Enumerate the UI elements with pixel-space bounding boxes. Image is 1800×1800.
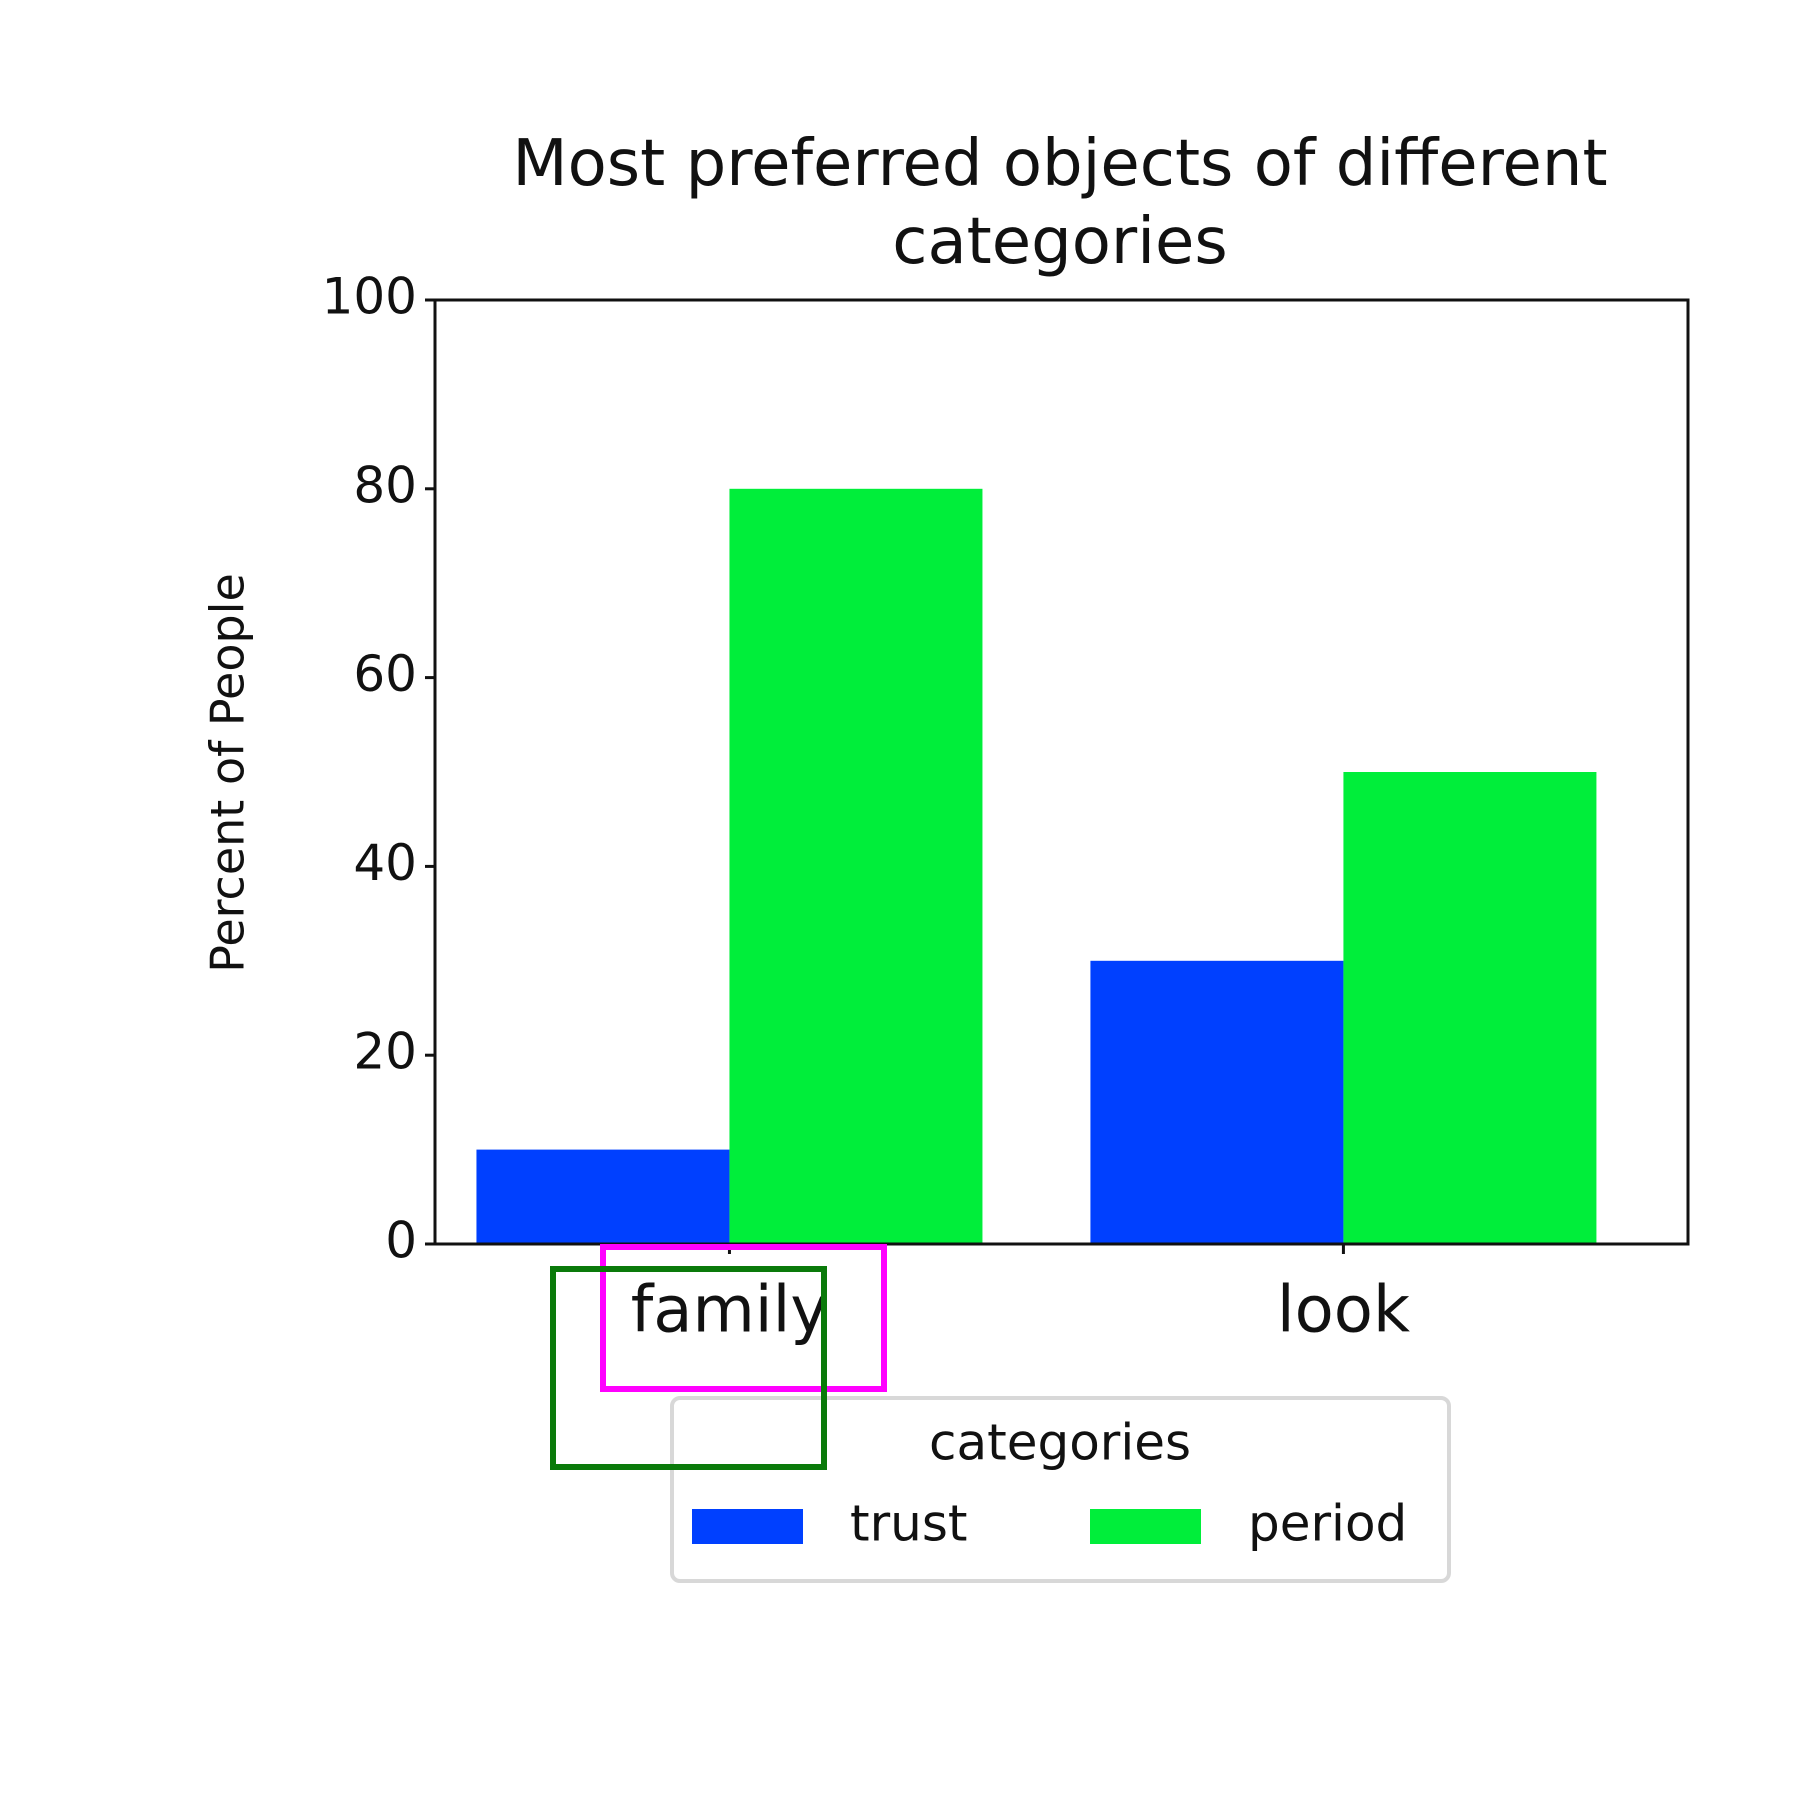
y-tick-label: 40 xyxy=(353,834,417,892)
legend-swatch xyxy=(1090,1509,1201,1544)
y-tick-label: 80 xyxy=(353,456,417,514)
legend-label: period xyxy=(1248,1495,1407,1553)
legend-box xyxy=(670,1396,1451,1583)
legend-label: trust xyxy=(850,1495,968,1553)
y-tick-label: 20 xyxy=(353,1023,417,1081)
y-tick-label: 100 xyxy=(322,268,417,326)
plot-frame xyxy=(433,298,1690,1246)
legend-title: categories xyxy=(929,1414,1191,1472)
bar xyxy=(1343,772,1597,1244)
y-axis-label: Percent of People xyxy=(201,573,255,973)
y-tick-label: 60 xyxy=(353,645,417,703)
bar xyxy=(1090,960,1344,1244)
bar xyxy=(476,1149,730,1244)
highlight-box xyxy=(600,1244,887,1392)
legend-swatch xyxy=(692,1509,803,1544)
y-tick-label: 0 xyxy=(385,1212,417,1270)
chart-title: Most preferred objects of different cate… xyxy=(512,127,1608,279)
highlight-box xyxy=(550,1266,827,1470)
x-tick-label: family xyxy=(631,1274,829,1348)
x-tick-label: look xyxy=(1277,1274,1410,1348)
bar xyxy=(729,488,983,1244)
